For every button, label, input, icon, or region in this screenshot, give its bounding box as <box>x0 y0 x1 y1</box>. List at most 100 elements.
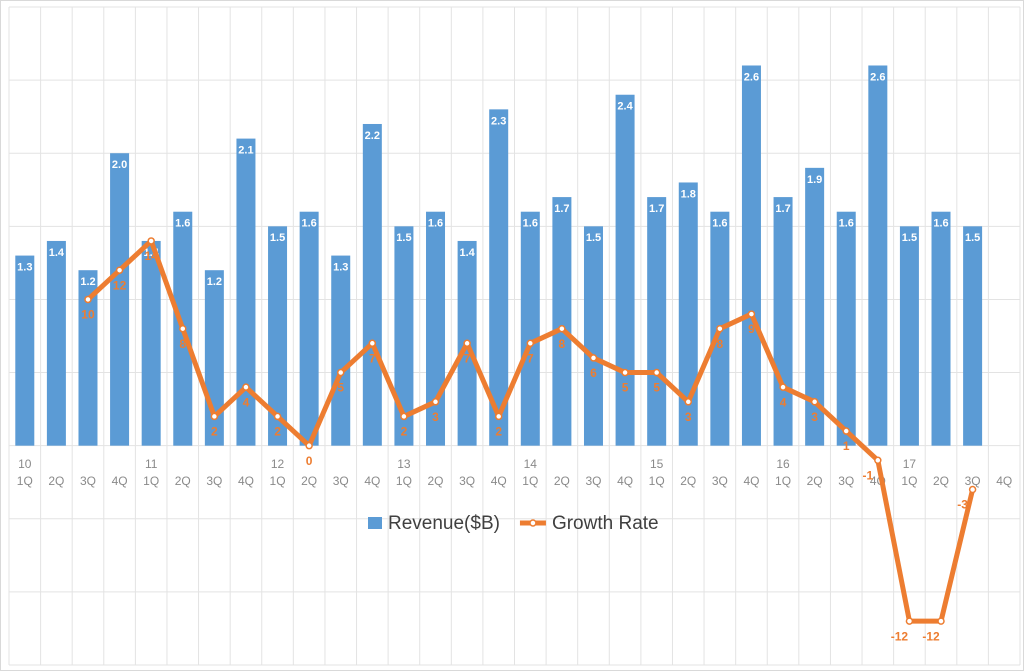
line-point <box>336 368 345 377</box>
x-group-label: 16 <box>776 457 790 471</box>
bar-value-label: 1.5 <box>270 232 285 244</box>
line-point <box>368 339 377 348</box>
line-point <box>558 324 566 333</box>
line-point <box>431 398 440 406</box>
bar <box>141 240 161 446</box>
line-value-label: 2 <box>495 425 502 439</box>
bar-value-label: 1.6 <box>933 218 948 230</box>
line-value-label: 4 <box>780 395 787 409</box>
line-point <box>273 412 282 421</box>
x-tick-label: 3Q <box>206 474 222 488</box>
x-tick-label: 2Q <box>301 474 317 488</box>
bar <box>647 197 667 446</box>
x-tick-label: 4Q <box>491 474 507 488</box>
line-point <box>305 441 313 450</box>
x-tick-label: 1Q <box>901 474 917 488</box>
x-tick-label: 1Q <box>17 474 33 488</box>
x-tick-label: 4Q <box>112 474 128 488</box>
bar-value-label: 1.4 <box>49 247 65 259</box>
x-tick-label: 1Q <box>396 474 412 488</box>
line-value-label: -3 <box>957 498 968 512</box>
bar-value-label: 2.6 <box>870 71 885 83</box>
line-value-label: 5 <box>622 381 629 395</box>
bar-value-label: 1.5 <box>586 232 601 244</box>
line-value-label: 7 <box>369 351 376 365</box>
line-value-label: 8 <box>559 337 566 351</box>
x-tick-label: 3Q <box>80 474 96 488</box>
bar-value-label: 1.4 <box>459 247 475 259</box>
line-point <box>115 266 124 274</box>
bar-value-label: 1.6 <box>301 218 316 230</box>
x-tick-label: 3Q <box>965 474 981 488</box>
bar-value-label: 1.3 <box>333 261 348 273</box>
x-tick-label: 2Q <box>48 474 64 488</box>
line-value-label: -12 <box>922 629 940 643</box>
line-point <box>494 412 503 421</box>
x-tick-label: 3Q <box>459 474 475 488</box>
line-point <box>842 427 850 435</box>
x-tick-label: 4Q <box>238 474 254 488</box>
bar-value-label: 1.6 <box>712 218 727 230</box>
bar <box>520 211 540 446</box>
bar-value-label: 1.7 <box>554 203 569 215</box>
bar <box>552 197 572 446</box>
line-value-label: 3 <box>685 410 692 424</box>
line-point <box>968 485 977 494</box>
bar-value-label: 1.6 <box>175 218 190 230</box>
bar-value-label: 1.2 <box>207 276 222 288</box>
x-group-label: 14 <box>524 457 538 471</box>
line-point <box>810 398 819 406</box>
bar-value-label: 1.2 <box>80 276 95 288</box>
bar <box>963 226 983 446</box>
x-group-label: 13 <box>397 457 411 471</box>
x-group-label: 12 <box>271 457 285 471</box>
bar-value-label: 2.2 <box>365 130 380 142</box>
line-point <box>526 339 535 348</box>
legend-label: Growth Rate <box>552 513 659 534</box>
line-value-label: 1 <box>843 439 850 453</box>
bar <box>931 211 951 446</box>
line-point <box>400 412 408 421</box>
x-group-label: 11 <box>145 457 158 471</box>
bar <box>678 182 698 446</box>
line-point <box>716 324 724 333</box>
line-value-label: 9 <box>748 322 755 336</box>
x-tick-label: 1Q <box>522 474 538 488</box>
bar <box>236 138 256 446</box>
line-value-label: 3 <box>432 410 439 424</box>
x-group-label: 10 <box>18 457 32 471</box>
bar-value-label: 2.0 <box>112 159 127 171</box>
bar-value-label: 2.4 <box>617 101 633 113</box>
line-point <box>463 339 471 348</box>
bar <box>268 226 288 446</box>
line-point <box>210 412 219 421</box>
line-value-label: 4 <box>243 395 250 409</box>
bar <box>299 211 319 446</box>
bar <box>805 167 825 446</box>
line-value-label: 8 <box>179 337 186 351</box>
line-point <box>747 310 756 318</box>
bar-value-label: 1.6 <box>523 218 538 230</box>
line-point <box>905 617 914 625</box>
bar-value-label: 1.8 <box>681 188 696 200</box>
line-point <box>937 617 945 625</box>
x-tick-label: 4Q <box>617 474 633 488</box>
line-value-label: -12 <box>891 629 909 643</box>
x-tick-label: 1Q <box>649 474 665 488</box>
x-tick-label: 3Q <box>333 474 349 488</box>
bar <box>362 123 382 446</box>
x-tick-label: 2Q <box>680 474 696 488</box>
line-point <box>179 324 187 333</box>
x-tick-label: 1Q <box>775 474 791 488</box>
bar <box>583 226 603 446</box>
line-value-label: 7 <box>527 351 534 365</box>
x-tick-label: 2Q <box>554 474 570 488</box>
line-point <box>242 383 250 391</box>
x-tick-label: 2Q <box>428 474 444 488</box>
line-point <box>589 354 598 362</box>
bar-value-label: 1.7 <box>649 203 664 215</box>
x-group-label: 15 <box>650 457 664 471</box>
bar <box>110 153 130 446</box>
x-tick-label: 3Q <box>838 474 854 488</box>
